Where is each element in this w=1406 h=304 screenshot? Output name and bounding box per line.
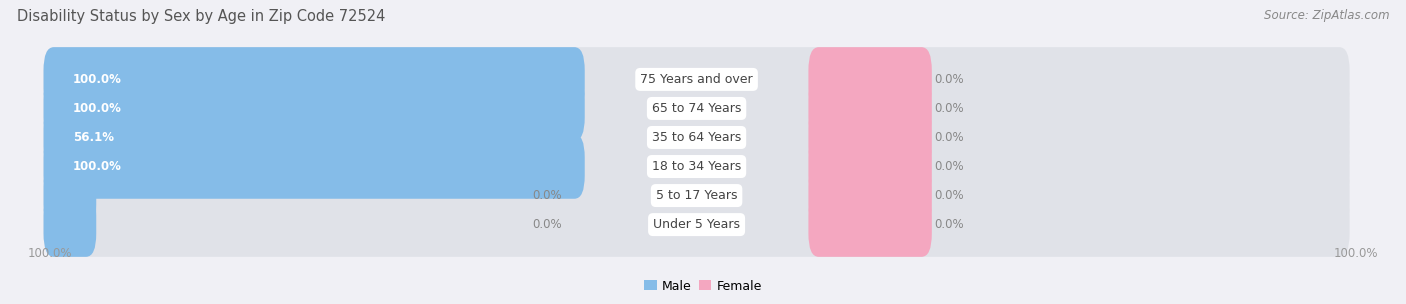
Text: 0.0%: 0.0% — [531, 218, 561, 231]
Text: 5 to 17 Years: 5 to 17 Years — [655, 189, 737, 202]
Text: 100.0%: 100.0% — [28, 247, 73, 260]
FancyBboxPatch shape — [44, 163, 96, 228]
FancyBboxPatch shape — [808, 192, 932, 257]
Text: 75 Years and over: 75 Years and over — [640, 73, 752, 86]
Text: 18 to 34 Years: 18 to 34 Years — [652, 160, 741, 173]
FancyBboxPatch shape — [44, 76, 1350, 141]
Text: Source: ZipAtlas.com: Source: ZipAtlas.com — [1264, 9, 1389, 22]
FancyBboxPatch shape — [44, 47, 1350, 112]
FancyBboxPatch shape — [44, 163, 1350, 228]
Text: 100.0%: 100.0% — [73, 73, 122, 86]
Text: 100.0%: 100.0% — [1333, 247, 1378, 260]
Text: 0.0%: 0.0% — [935, 73, 965, 86]
Text: 100.0%: 100.0% — [73, 102, 122, 115]
Legend: Male, Female: Male, Female — [640, 275, 766, 298]
FancyBboxPatch shape — [808, 105, 932, 170]
Text: Disability Status by Sex by Age in Zip Code 72524: Disability Status by Sex by Age in Zip C… — [17, 9, 385, 24]
FancyBboxPatch shape — [44, 134, 585, 199]
Text: 0.0%: 0.0% — [935, 189, 965, 202]
Text: 0.0%: 0.0% — [935, 160, 965, 173]
Text: 0.0%: 0.0% — [935, 131, 965, 144]
FancyBboxPatch shape — [44, 105, 356, 170]
FancyBboxPatch shape — [44, 105, 1350, 170]
Text: 35 to 64 Years: 35 to 64 Years — [652, 131, 741, 144]
Text: 56.1%: 56.1% — [73, 131, 114, 144]
FancyBboxPatch shape — [808, 47, 932, 112]
FancyBboxPatch shape — [808, 134, 932, 199]
FancyBboxPatch shape — [44, 192, 1350, 257]
FancyBboxPatch shape — [44, 192, 96, 257]
Text: 0.0%: 0.0% — [935, 218, 965, 231]
Text: 100.0%: 100.0% — [73, 160, 122, 173]
FancyBboxPatch shape — [44, 134, 1350, 199]
Text: 65 to 74 Years: 65 to 74 Years — [652, 102, 741, 115]
FancyBboxPatch shape — [44, 76, 585, 141]
FancyBboxPatch shape — [808, 163, 932, 228]
Text: Under 5 Years: Under 5 Years — [652, 218, 740, 231]
Text: 0.0%: 0.0% — [935, 102, 965, 115]
FancyBboxPatch shape — [44, 47, 585, 112]
Text: 0.0%: 0.0% — [531, 189, 561, 202]
FancyBboxPatch shape — [808, 76, 932, 141]
